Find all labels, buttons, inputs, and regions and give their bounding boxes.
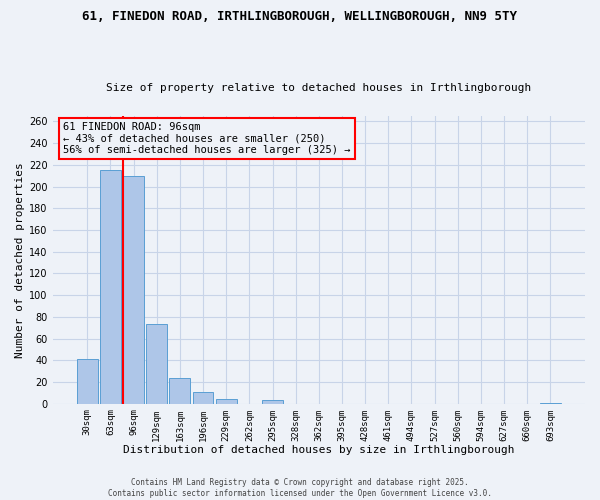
Bar bbox=[540, 402, 561, 404]
X-axis label: Distribution of detached houses by size in Irthlingborough: Distribution of detached houses by size … bbox=[123, 445, 515, 455]
Bar bbox=[216, 400, 236, 404]
Y-axis label: Number of detached properties: Number of detached properties bbox=[15, 162, 25, 358]
Bar bbox=[100, 170, 121, 404]
Bar bbox=[169, 378, 190, 404]
Bar bbox=[146, 324, 167, 404]
Bar bbox=[262, 400, 283, 404]
Bar bbox=[77, 359, 98, 404]
Bar bbox=[123, 176, 144, 404]
Bar bbox=[193, 392, 214, 404]
Text: 61, FINEDON ROAD, IRTHLINGBOROUGH, WELLINGBOROUGH, NN9 5TY: 61, FINEDON ROAD, IRTHLINGBOROUGH, WELLI… bbox=[83, 10, 517, 23]
Text: 61 FINEDON ROAD: 96sqm
← 43% of detached houses are smaller (250)
56% of semi-de: 61 FINEDON ROAD: 96sqm ← 43% of detached… bbox=[63, 122, 351, 155]
Text: Contains HM Land Registry data © Crown copyright and database right 2025.
Contai: Contains HM Land Registry data © Crown c… bbox=[108, 478, 492, 498]
Title: Size of property relative to detached houses in Irthlingborough: Size of property relative to detached ho… bbox=[106, 83, 532, 93]
